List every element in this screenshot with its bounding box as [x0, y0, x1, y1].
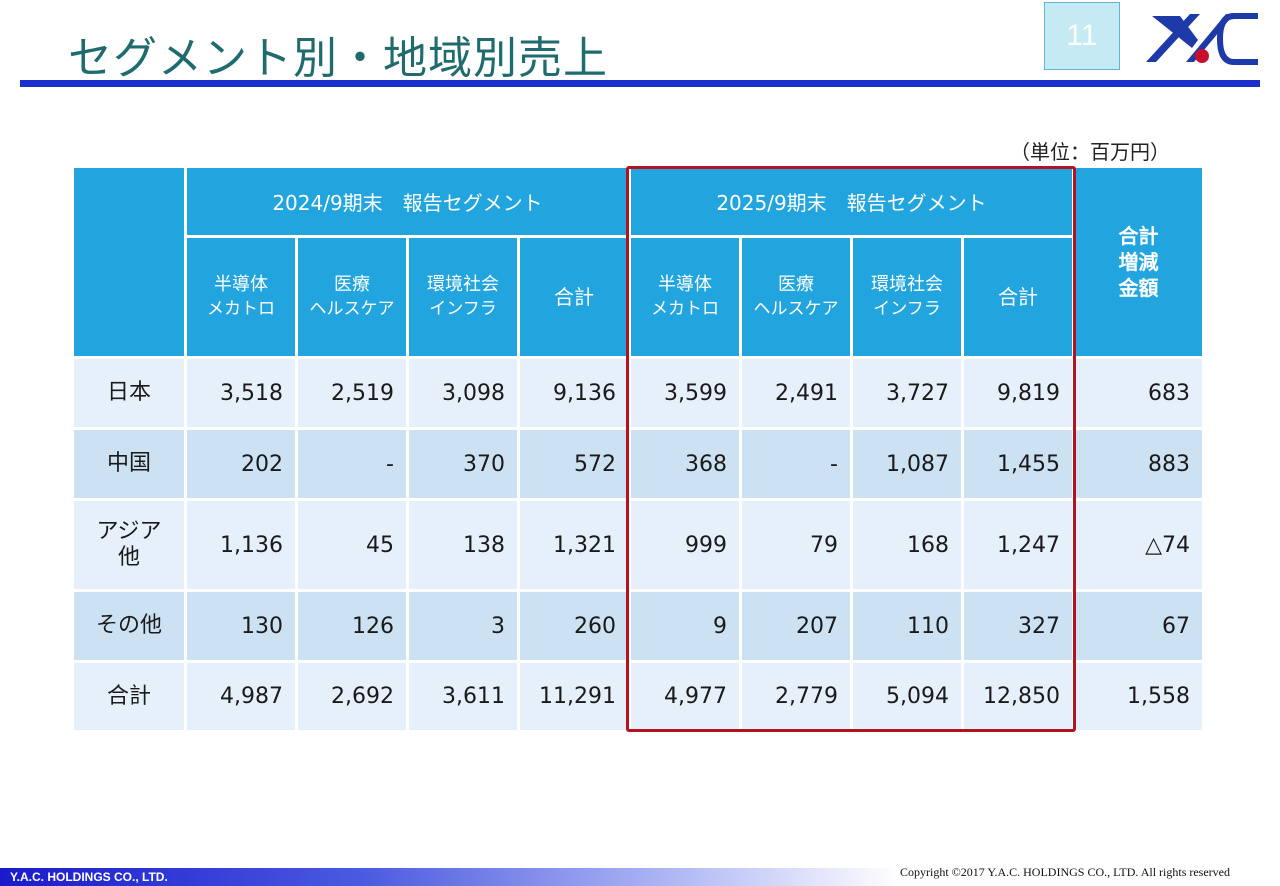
segment-subheader: 合計 — [964, 238, 1072, 356]
footer-bar — [0, 868, 900, 886]
corner-header-cell — [74, 168, 184, 356]
table-cell: 9 — [631, 592, 739, 660]
table-cell: 9,819 — [964, 359, 1072, 427]
table-cell: 883 — [1075, 430, 1202, 498]
table-cell: 368 — [631, 430, 739, 498]
unit-label: （単位：百万円） — [1010, 140, 1170, 164]
table-cell: 207 — [742, 592, 850, 660]
table-cell: 572 — [520, 430, 628, 498]
table-cell: 126 — [298, 592, 406, 660]
table-cell: 130 — [187, 592, 295, 660]
table-cell: 3,098 — [409, 359, 517, 427]
row-label: その他 — [74, 592, 184, 660]
table-cell: 3,727 — [853, 359, 961, 427]
table-cell: 1,321 — [520, 501, 628, 589]
table-cell: 168 — [853, 501, 961, 589]
table-cell: 2,692 — [298, 663, 406, 730]
table-cell: 1,558 — [1075, 663, 1202, 730]
table-cell: 138 — [409, 501, 517, 589]
table-cell: 1,455 — [964, 430, 1072, 498]
table-cell: 67 — [1075, 592, 1202, 660]
segment-subheader: 半導体 メカトロ — [187, 238, 295, 356]
table-cell: 202 — [187, 430, 295, 498]
segment-subheader: 合計 — [520, 238, 628, 356]
title-underline — [20, 80, 1260, 87]
table-cell: 2,779 — [742, 663, 850, 730]
total-change-header: 合計 増減 金額 — [1075, 168, 1202, 356]
table-cell: 4,977 — [631, 663, 739, 730]
table-cell: 327 — [964, 592, 1072, 660]
segment-region-sales-table: 2024/9期末 報告セグメント 2025/9期末 報告セグメント 合計 増減 … — [74, 168, 1202, 730]
group-header-2024: 2024/9期末 報告セグメント — [187, 168, 628, 235]
table-cell: 11,291 — [520, 663, 628, 730]
row-label: アジア他 — [74, 501, 184, 589]
group-header-2025: 2025/9期末 報告セグメント — [631, 168, 1072, 235]
row-label: 合計 — [74, 663, 184, 730]
yac-logo-icon — [1146, 13, 1258, 65]
table-cell: 110 — [853, 592, 961, 660]
table-cell: 2,519 — [298, 359, 406, 427]
table-cell: - — [742, 430, 850, 498]
table-cell: 9,136 — [520, 359, 628, 427]
table-cell: 12,850 — [964, 663, 1072, 730]
page-title: セグメント別・地域別売上 — [68, 33, 608, 84]
segment-subheader: 環境社会 インフラ — [409, 238, 517, 356]
row-label: 日本 — [74, 359, 184, 427]
table-cell: 3,599 — [631, 359, 739, 427]
table-cell: 683 — [1075, 359, 1202, 427]
table-cell: 999 — [631, 501, 739, 589]
footer-copyright: Copyright ©2017 Y.A.C. HOLDINGS CO., LTD… — [900, 865, 1230, 879]
table-cell: 2,491 — [742, 359, 850, 427]
table-cell: 1,247 — [964, 501, 1072, 589]
table-cell: 45 — [298, 501, 406, 589]
row-label: 中国 — [74, 430, 184, 498]
page-number: 11 — [1044, 2, 1120, 70]
table-cell: 1,087 — [853, 430, 961, 498]
segment-subheader: 医療 ヘルスケア — [298, 238, 406, 356]
table-cell: 4,987 — [187, 663, 295, 730]
table-cell: 79 — [742, 501, 850, 589]
table-cell: △74 — [1075, 501, 1202, 589]
segment-subheader: 半導体 メカトロ — [631, 238, 739, 356]
table-cell: 3,518 — [187, 359, 295, 427]
table-cell: 260 — [520, 592, 628, 660]
footer-company: Y.A.C. HOLDINGS CO., LTD. — [10, 870, 168, 884]
segment-subheader: 医療 ヘルスケア — [742, 238, 850, 356]
segment-subheader: 環境社会 インフラ — [853, 238, 961, 356]
table-cell: - — [298, 430, 406, 498]
table-cell: 370 — [409, 430, 517, 498]
table-cell: 5,094 — [853, 663, 961, 730]
table-cell: 1,136 — [187, 501, 295, 589]
table-cell: 3 — [409, 592, 517, 660]
table-cell: 3,611 — [409, 663, 517, 730]
